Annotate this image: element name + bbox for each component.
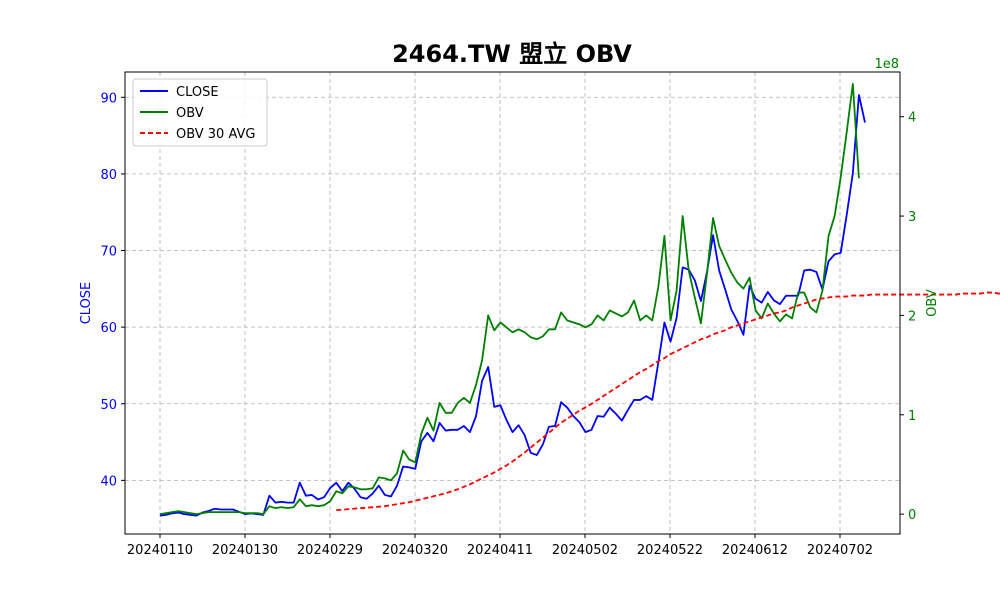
legend-label: CLOSE [176,85,219,100]
legend-box [132,78,268,147]
left-y-tick-label: 50 [100,398,117,413]
left-y-tick-label: 70 [100,245,117,260]
left-y-tick-label: 60 [100,321,117,336]
x-tick-label: 20240612 [722,543,788,558]
plot-frame [124,71,901,535]
x-tick-label: 20240229 [297,543,363,558]
series-layer [159,83,1000,517]
right-y-tick-label: 0 [908,508,916,523]
grid [125,72,900,534]
series-line-close [159,94,866,517]
right-y-tick-label: 4 [908,111,916,126]
left-y-tick-label: 80 [100,168,117,183]
x-tick-label: 20240130 [212,543,278,558]
x-tick-label: 20240522 [637,543,703,558]
right-y-tick-label: 3 [908,210,916,225]
series-line-obv [159,83,860,516]
x-tick-label: 20240320 [382,543,448,558]
axes: 20240110 20240130 20240229 20240320 20240411… [79,57,940,558]
left-y-tick-label: 40 [100,474,117,489]
chart-title: 2464.TW 盟立 OBV [392,40,632,68]
series-line-obv-30-avg [336,291,1000,512]
x-tick-label: 20240702 [807,543,873,558]
right-y-tick-label: 1 [908,409,916,424]
legend-label: OBV 30 AVG [176,127,255,142]
legend: CLOSE OBV OBV 30 AVG [132,78,268,147]
legend-label: OBV [176,106,204,121]
right-y-scale-label: 1e8 [874,57,899,72]
x-tick-label: 20240411 [467,543,533,558]
x-tick-label: 20240502 [552,543,618,558]
right-y-tick-label: 2 [908,309,916,324]
left-y-axis-label: CLOSE [79,282,94,325]
right-y-axis-label: OBV [925,289,940,317]
x-tick-label: 20240110 [127,543,193,558]
left-y-tick-label: 90 [100,91,117,106]
